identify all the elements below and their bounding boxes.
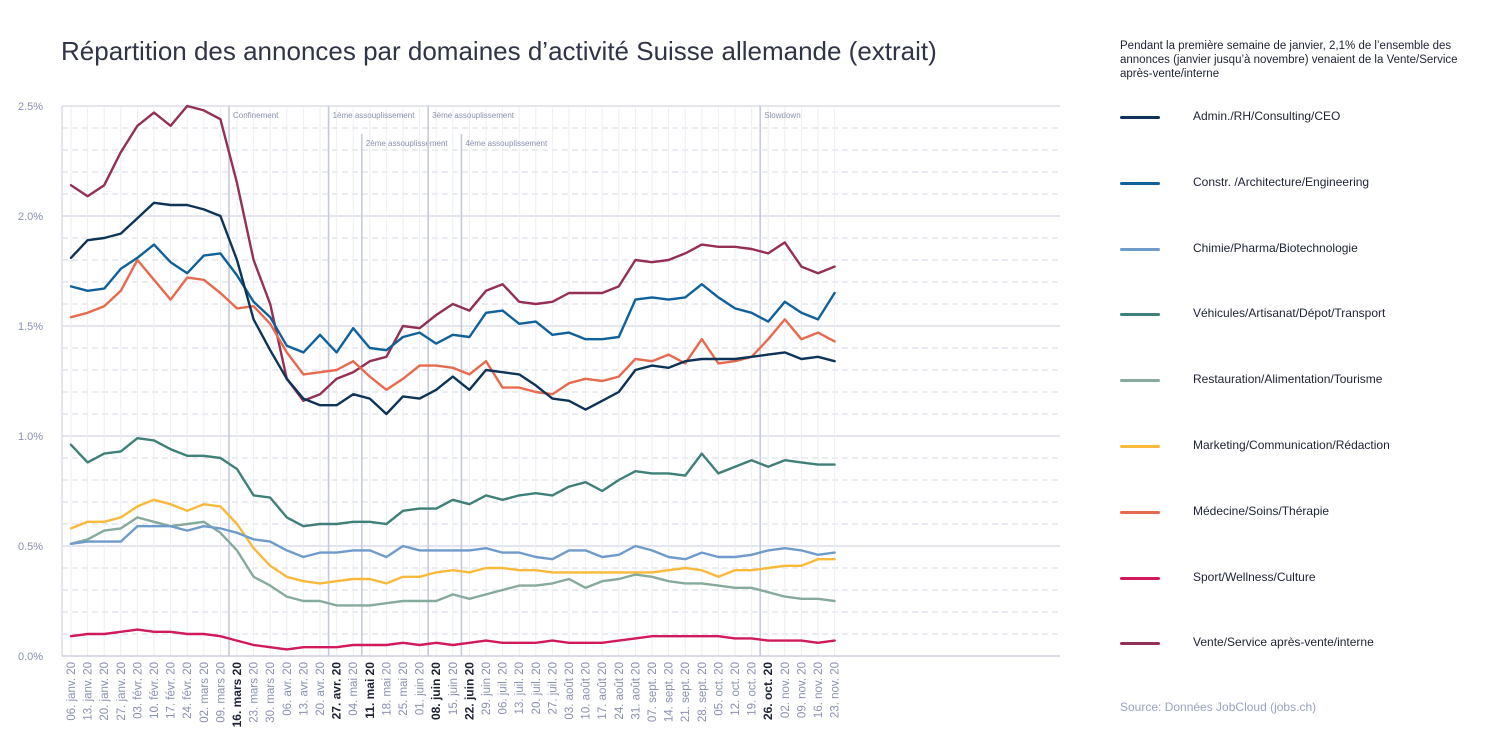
legend-label: Admin./RH/Consulting/CEO: [1193, 109, 1341, 123]
x-tick-label: 02. mars 20: [199, 662, 211, 723]
legend-label: Vente/Service après-vente/interne: [1193, 635, 1374, 650]
x-tick-label: 17. févr. 20: [166, 662, 178, 719]
x-tick-label: 20. juil. 20: [531, 662, 543, 714]
x-tick-label: 27. avr. 20: [330, 662, 344, 720]
event-marker-label: Slowdown: [764, 111, 800, 120]
legend-swatch: [1120, 116, 1160, 119]
x-tick-label: 07. sept. 20: [647, 662, 659, 722]
legend-label: Médecine/Soins/Thérapie: [1193, 503, 1330, 518]
series-line: [69, 201, 836, 416]
series-line: [69, 498, 836, 585]
legend-item: Constr. /Architecture/Engineering: [1120, 174, 1490, 194]
chart-title: Répartition des annonces par domaines d’…: [61, 36, 937, 66]
y-tick-label: 2.0%: [18, 211, 43, 223]
x-tick-label: 18. mai 20: [381, 662, 393, 716]
x-tick-label: 14. sept. 20: [664, 662, 676, 722]
y-tick-label: 1.0%: [18, 431, 43, 443]
x-tick-label: 17. août 20: [597, 662, 609, 720]
x-tick-label: 13. janv. 20: [83, 662, 95, 721]
x-tick-label: 29. juin 20: [481, 662, 493, 715]
legend-item: Sport/Wellness/Culture: [1120, 569, 1490, 589]
x-tick-label: 13. avr. 20: [298, 662, 310, 716]
x-tick-label: 06. janv. 20: [66, 662, 78, 721]
x-tick-label: 10. févr. 20: [149, 662, 161, 719]
legend-label: Véhicules/Artisanat/Dépot/Transport: [1193, 306, 1386, 321]
x-tick-label: 19. oct. 20: [747, 662, 759, 716]
x-tick-label: 20. janv. 20: [99, 662, 111, 721]
legend-item: Restauration/Alimentation/Tourisme: [1120, 371, 1490, 391]
event-marker-label: Confinement: [233, 111, 279, 120]
y-tick-label: 1.5%: [18, 321, 43, 333]
x-tick-label: 25. mai 20: [398, 662, 410, 716]
legend-item: Admin./RH/Consulting/CEO: [1120, 108, 1490, 128]
event-marker-label: 4ème assouplissement: [465, 139, 548, 148]
legend-swatch: [1120, 181, 1160, 185]
x-tick-label: 09. nov. 20: [796, 662, 808, 718]
x-tick-label: 26. oct. 20: [761, 662, 775, 720]
x-tick-label: 03. août 20: [564, 662, 576, 720]
x-tick-label: 16. nov. 20: [813, 662, 825, 718]
series-line: [69, 243, 836, 354]
x-tick-label: 05. oct. 20: [713, 662, 725, 716]
x-tick-label: 01. juin 20: [415, 662, 427, 715]
legend-label: Marketing/Communication/Rédaction: [1193, 438, 1390, 452]
x-tick-label: 11. mai 20: [363, 662, 377, 719]
legend-swatch: [1120, 576, 1160, 580]
legend-item: Marketing/Communication/Rédaction: [1120, 437, 1490, 457]
x-tick-label: 28. sept. 20: [697, 662, 709, 722]
x-tick-label: 13. juil. 20: [514, 662, 526, 714]
x-tick-label: 31. août 20: [630, 662, 642, 720]
series-line: [69, 437, 836, 528]
x-tick-label: 27. juil. 20: [547, 662, 559, 714]
x-tick-label: 22. juin 20: [462, 662, 476, 720]
event-marker-label: 1ème assouplissement: [333, 111, 416, 120]
legend-item: Chimie/Pharma/Biotechnologie: [1120, 240, 1490, 260]
x-tick-label: 06. avr. 20: [282, 662, 294, 716]
x-tick-label: 30. mars 20: [265, 662, 277, 723]
legend-swatch: [1120, 510, 1160, 514]
legend-swatch: [1120, 313, 1160, 317]
x-tick-label: 16. mars 20: [230, 662, 244, 728]
series-line: [69, 525, 836, 561]
x-tick-label: 08. juin 20: [429, 662, 443, 720]
legend-swatch: [1120, 642, 1160, 646]
x-tick-label: 23. nov. 20: [830, 662, 842, 718]
series-line: [69, 258, 836, 396]
legend-swatch: [1120, 379, 1160, 383]
x-tick-label: 06. juil. 20: [498, 662, 510, 714]
x-tick-label: 10. août 20: [581, 662, 593, 720]
x-tick-label: 09. mars 20: [215, 662, 227, 723]
event-marker-label: 2ème assouplissement: [366, 139, 449, 148]
legend-label: Chimie/Pharma/Biotechnologie: [1193, 240, 1358, 255]
series-line: [69, 104, 836, 402]
x-tick-label: 03. févr. 20: [132, 662, 144, 719]
x-tick-label: 20. avr. 20: [315, 662, 327, 716]
series-line: [69, 628, 836, 651]
legend-swatch: [1120, 445, 1160, 448]
legend-swatch: [1120, 247, 1160, 251]
legend-item: Vente/Service après-vente/interne: [1120, 634, 1490, 654]
legend-item: Véhicules/Artisanat/Dépot/Transport: [1120, 305, 1490, 325]
line-chart: 0.0% 0.5% 1.0% 1.5% 2.0% 2.5% Confinement 1ème …: [18, 101, 1060, 728]
y-tick-label: 0.0%: [18, 651, 43, 663]
x-tick-label: 21. sept. 20: [680, 662, 692, 722]
legend-label: Constr. /Architecture/Engineering: [1193, 174, 1370, 189]
x-tick-label: 23. mars 20: [249, 662, 261, 723]
legend-label: Sport/Wellness/Culture: [1193, 569, 1316, 584]
x-tick-label: 24. févr. 20: [182, 662, 194, 719]
legend-label: Restauration/Alimentation/Tourisme: [1193, 372, 1383, 387]
legend-item: Médecine/Soins/Thérapie: [1120, 503, 1490, 523]
y-tick-label: 0.5%: [18, 541, 43, 553]
series-line: [69, 516, 836, 607]
source-note: Source: Données JobCloud (jobs.ch): [1120, 700, 1317, 714]
x-tick-label: 04. mai 20: [348, 662, 360, 716]
y-tick-label: 2.5%: [18, 101, 43, 113]
x-tick-label: 12. oct. 20: [730, 662, 742, 716]
chart-note: Pendant la première semaine de janvier, …: [1120, 40, 1458, 80]
x-tick-label: 27. janv. 20: [116, 662, 128, 721]
x-tick-label: 15. juin 20: [448, 662, 460, 715]
event-marker-label: 3ème assouplissement: [432, 111, 515, 120]
x-tick-label: 02. nov. 20: [780, 662, 792, 718]
x-tick-label: 24. août 20: [614, 662, 626, 720]
